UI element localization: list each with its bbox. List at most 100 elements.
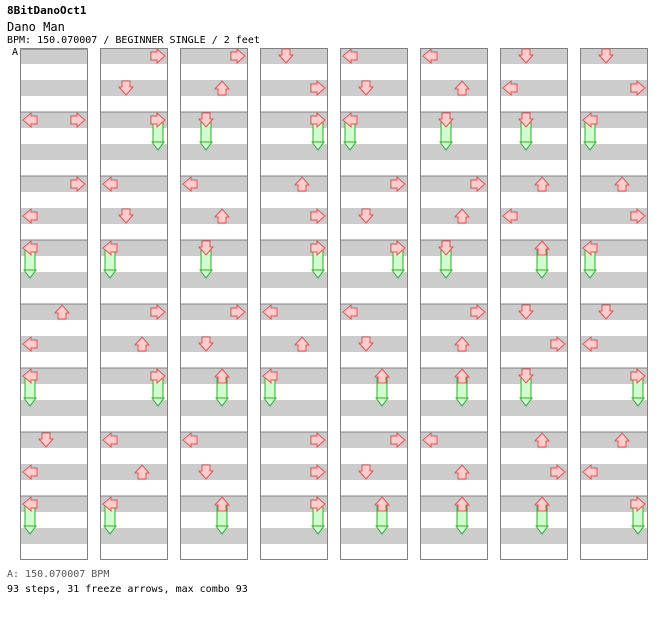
chart-column: [500, 48, 568, 560]
arrow-head-icon: [213, 368, 231, 384]
arrow-head-icon: [533, 496, 551, 512]
step-arrow-right-freeze: [310, 239, 326, 279]
arrow-head-icon: [310, 79, 326, 97]
freeze-tail: [583, 269, 597, 279]
beat-stripe: [100, 208, 168, 224]
freeze-tail: [151, 397, 165, 407]
beat-stripe: [100, 144, 168, 160]
step-arrow-down-freeze: [437, 240, 455, 279]
step-arrow-left: [262, 303, 278, 321]
arrow-head-icon: [582, 111, 598, 129]
freeze-tail: [535, 525, 549, 535]
step-arrow-down-freeze: [517, 112, 535, 151]
beat-stripe: [260, 48, 328, 64]
arrow-head-icon: [37, 432, 55, 448]
arrow-head-icon: [102, 175, 118, 193]
beat-stripe: [100, 80, 168, 96]
arrow-head-icon: [310, 495, 326, 513]
arrow-head-icon: [22, 495, 38, 513]
freeze-tail: [439, 141, 453, 151]
step-arrow-down: [517, 48, 535, 64]
beat-stripe: [420, 272, 488, 288]
freeze-tail: [311, 269, 325, 279]
step-arrow-up-freeze: [213, 496, 231, 535]
beat-stripe: [20, 400, 88, 416]
arrow-head-icon: [117, 208, 135, 224]
freeze-tail: [103, 525, 117, 535]
beat-stripe: [580, 176, 648, 192]
arrow-head-icon: [453, 80, 471, 96]
arrow-head-icon: [150, 47, 166, 65]
beat-stripe: [500, 272, 568, 288]
arrow-head-icon: [182, 431, 198, 449]
beat-stripe: [100, 272, 168, 288]
arrow-head-icon: [453, 336, 471, 352]
arrow-head-icon: [470, 175, 486, 193]
step-arrow-left-freeze: [22, 367, 38, 407]
beat-stripe: [500, 176, 568, 192]
step-arrow-up-freeze: [533, 496, 551, 535]
beat-stripe: [420, 144, 488, 160]
step-arrow-left-freeze: [102, 239, 118, 279]
freeze-tail: [199, 269, 213, 279]
beat-stripe: [20, 48, 88, 64]
step-arrow-down: [197, 464, 215, 480]
step-arrow-left: [182, 175, 198, 193]
step-arrow-right: [150, 47, 166, 65]
arrow-head-icon: [517, 48, 535, 64]
arrow-head-icon: [213, 208, 231, 224]
step-arrow-down-freeze: [517, 368, 535, 407]
beat-stripe: [180, 208, 248, 224]
arrow-head-icon: [502, 79, 518, 97]
arrow-head-icon: [470, 303, 486, 321]
beat-stripe: [340, 496, 408, 512]
arrow-head-icon: [630, 495, 646, 513]
song-title: 8BitDanoOct1: [7, 4, 87, 17]
step-arrow-down: [117, 80, 135, 96]
arrow-head-icon: [342, 111, 358, 129]
step-arrow-down-freeze: [197, 240, 215, 279]
beat-stripe: [420, 528, 488, 544]
beat-stripe: [500, 400, 568, 416]
arrow-head-icon: [453, 496, 471, 512]
arrow-head-icon: [277, 48, 295, 64]
step-arrow-left-freeze: [102, 495, 118, 535]
beat-stripe: [100, 400, 168, 416]
column-border: [500, 48, 568, 560]
beat-stripe: [420, 496, 488, 512]
footer-bpm: A: 150.070007 BPM: [7, 569, 110, 580]
arrow-head-icon: [613, 176, 631, 192]
arrow-head-icon: [262, 303, 278, 321]
beat-stripe: [580, 528, 648, 544]
step-arrow-right: [310, 207, 326, 225]
beat-stripe: [20, 304, 88, 320]
beat-stripe: [180, 464, 248, 480]
arrow-head-icon: [373, 496, 391, 512]
beat-stripe: [20, 528, 88, 544]
step-arrow-down: [357, 464, 375, 480]
step-arrow-right: [70, 175, 86, 193]
arrow-head-icon: [630, 79, 646, 97]
step-arrow-left: [342, 47, 358, 65]
beat-stripe: [580, 48, 648, 64]
arrow-head-icon: [630, 207, 646, 225]
arrow-head-icon: [102, 495, 118, 513]
step-arrow-up: [293, 336, 311, 352]
beat-stripe: [180, 528, 248, 544]
arrow-head-icon: [22, 207, 38, 225]
step-arrow-down: [597, 304, 615, 320]
step-arrow-up: [53, 304, 71, 320]
arrow-head-icon: [342, 303, 358, 321]
column-border: [260, 48, 328, 560]
beat-stripe: [340, 144, 408, 160]
freeze-tail: [455, 525, 469, 535]
freeze-tail: [519, 397, 533, 407]
step-arrow-down: [197, 336, 215, 352]
step-arrow-left: [422, 431, 438, 449]
beat-stripe: [340, 80, 408, 96]
arrow-head-icon: [70, 175, 86, 193]
arrow-head-icon: [373, 368, 391, 384]
beat-stripe: [260, 144, 328, 160]
arrow-head-icon: [517, 368, 535, 384]
column-border: [340, 48, 408, 560]
